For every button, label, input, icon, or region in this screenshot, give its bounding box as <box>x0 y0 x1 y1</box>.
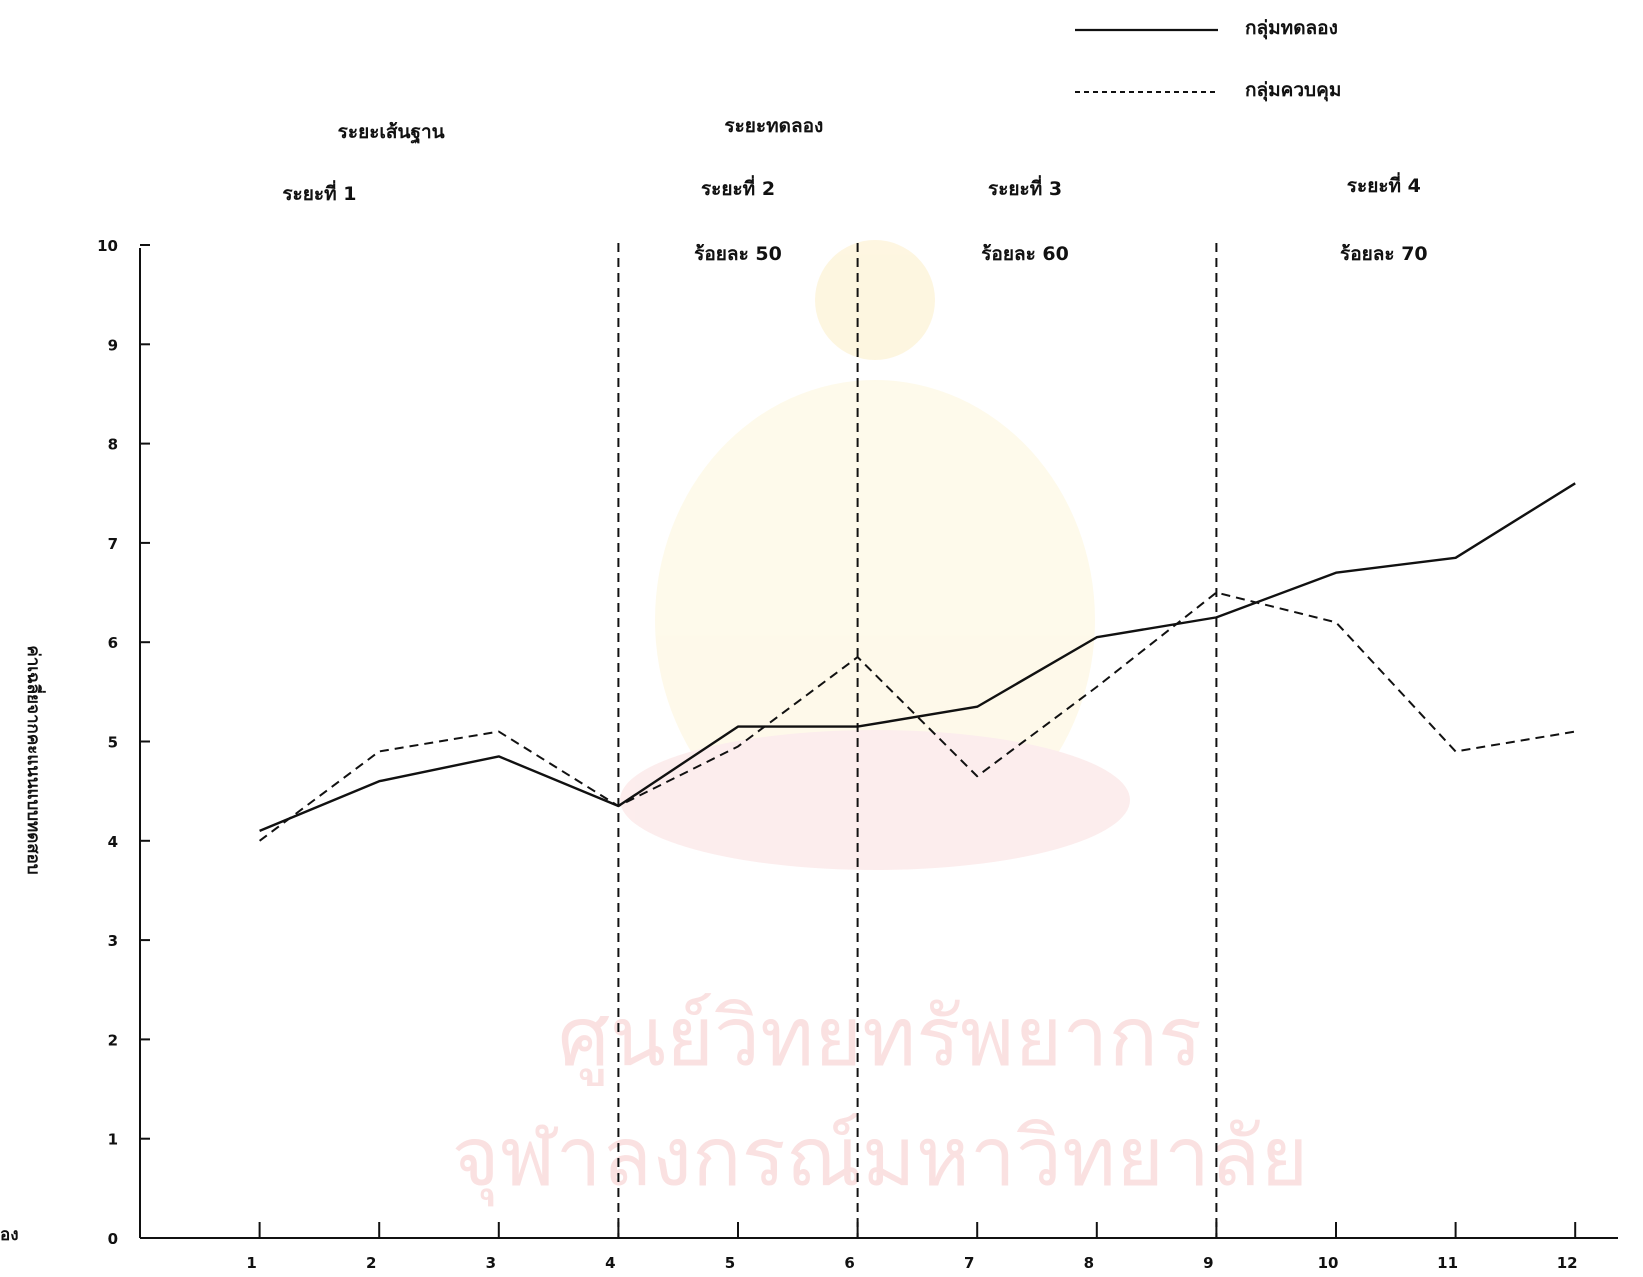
phase-label-4: ระยะที่ 4 <box>1347 172 1421 197</box>
x-tick-label: 4 <box>605 1254 615 1272</box>
phase-label-1: ระยะที่ 1 <box>282 180 356 205</box>
x-tick-label: 12 <box>1557 1254 1578 1272</box>
header-baseline: ระยะเส้นฐาน <box>338 121 445 145</box>
legend-label-control: กลุ่มควบคุม <box>1245 79 1341 102</box>
y-axis-label: ค่าเฉลี่ยจากคะแนนแบบทดสอบ <box>23 645 46 874</box>
y-tick-label: 3 <box>108 932 118 950</box>
y-tick-label: 9 <box>108 336 118 354</box>
y-tick-label: 7 <box>108 535 118 553</box>
phase-criterion-2: ร้อยละ 50 <box>694 243 782 265</box>
x-tick-label: 3 <box>486 1254 496 1272</box>
phase-label-3: ระยะที่ 3 <box>988 175 1062 200</box>
x-tick-label: 1 <box>246 1254 256 1272</box>
x-tick-label: 11 <box>1437 1254 1458 1272</box>
watermark-emblem <box>620 240 1130 870</box>
y-tick-label: 8 <box>108 436 118 454</box>
y-ticks: 0 1 2 3 4 5 6 7 8 9 10 <box>97 237 150 1248</box>
phase-criterion-3: ร้อยละ 60 <box>981 243 1069 265</box>
x-tick-label: 2 <box>366 1254 376 1272</box>
legend: กลุ่มทดลอง กลุ่มควบคุม <box>1075 17 1341 102</box>
y-tick-label: 10 <box>97 237 118 255</box>
phase-label-2: ระยะที่ 2 <box>701 175 775 200</box>
y-tick-label: 5 <box>108 734 118 752</box>
x-tick-label: 7 <box>964 1254 974 1272</box>
watermark-line-2: จุฬาลงกรณ์มหาวิทยาลัย <box>452 1110 1309 1207</box>
series-experimental-line <box>259 482 1576 832</box>
header-treatment: ระยะทดลอง <box>724 115 823 137</box>
watermark-line-1: ศูนย์วิทยทรัพยากร <box>558 990 1202 1086</box>
x-tick-label: 8 <box>1084 1254 1094 1272</box>
x-tick-label: 10 <box>1318 1254 1339 1272</box>
watermark: ศูนย์วิทยทรัพยากร จุฬาลงกรณ์มหาวิทยาลัย <box>452 240 1309 1207</box>
x-tick-label: 5 <box>725 1254 735 1272</box>
y-tick-label: 6 <box>108 634 118 652</box>
y-tick-label: 4 <box>108 833 118 851</box>
x-tick-label: 9 <box>1203 1254 1213 1272</box>
phase-criterion-4: ร้อยละ 70 <box>1340 243 1428 265</box>
x-axis-label-fragment: อง <box>0 1225 19 1245</box>
y-tick-label: 0 <box>108 1230 118 1248</box>
y-tick-label: 1 <box>108 1131 118 1149</box>
x-ticks: 1 2 3 4 5 6 7 8 9 10 11 12 <box>246 1222 1578 1272</box>
phase-dividers <box>617 243 1218 1238</box>
legend-label-experimental: กลุ่มทดลอง <box>1245 17 1338 40</box>
series-layer <box>259 482 1576 842</box>
y-tick-label: 2 <box>108 1031 118 1049</box>
x-tick-label: 6 <box>844 1254 854 1272</box>
